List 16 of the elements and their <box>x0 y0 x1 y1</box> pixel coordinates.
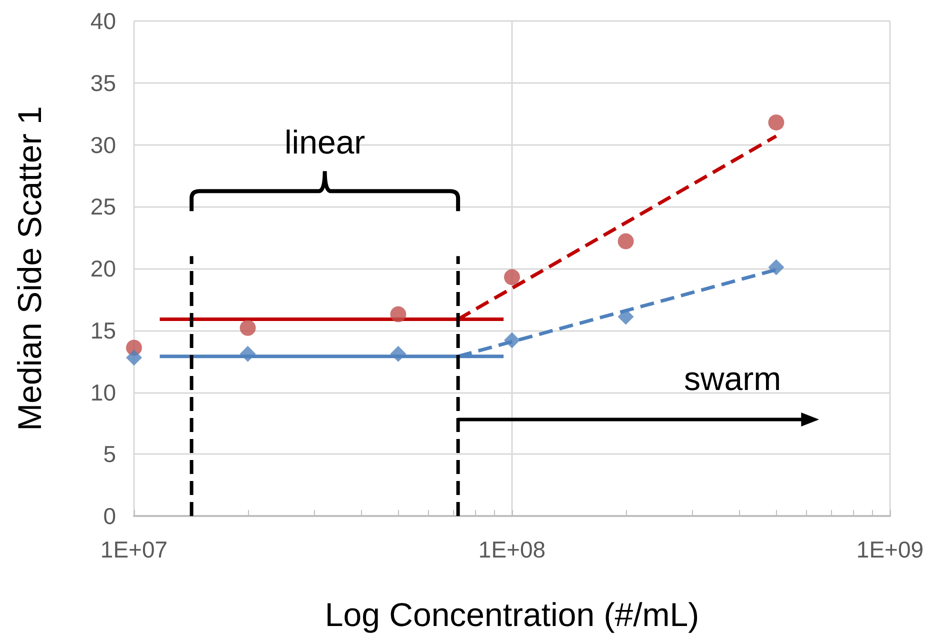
y-tick-label: 25 <box>90 194 116 220</box>
x-axis-title: Log Concentration (#/mL) <box>324 596 700 633</box>
x-tick-label: 1E+07 <box>100 536 168 562</box>
y-tick-label: 20 <box>90 256 116 282</box>
y-tick-label: 5 <box>103 441 116 468</box>
annotation: swarm <box>684 360 782 397</box>
x-tick-label: 1E+09 <box>856 536 924 562</box>
y-tick-label: 10 <box>90 379 116 406</box>
annotation: linear <box>284 124 366 161</box>
y-tick-label: 15 <box>90 317 116 344</box>
y-axis-title: Median Side Scatter 1 <box>11 106 48 431</box>
x-tick-label: 1E+08 <box>478 536 546 562</box>
y-tick-label: 35 <box>90 70 116 96</box>
y-tick-label: 30 <box>90 132 116 158</box>
y-tick-label: 40 <box>90 8 116 34</box>
y-tick-label: 0 <box>103 503 116 529</box>
